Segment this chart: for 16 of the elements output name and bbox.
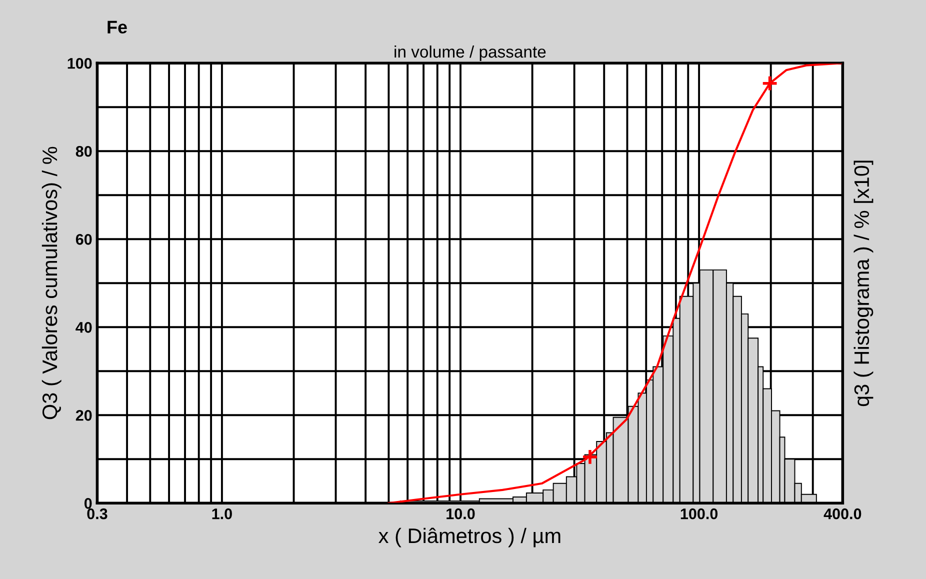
y-axis-title: Q3 ( Valores cumulativos) / % <box>42 146 62 420</box>
y-tick-label: 20 <box>76 410 92 421</box>
y-tick-label: 80 <box>76 146 92 157</box>
x-tick-label: 10.0 <box>446 508 475 520</box>
x-tick-label: 100.0 <box>680 508 718 520</box>
x-tick-label: 400.0 <box>824 508 862 520</box>
chart-title: Fe <box>108 20 127 34</box>
x-tick-label: 1.0 <box>212 508 232 520</box>
y-tick-label: 100 <box>68 58 92 69</box>
x-tick-label: 0.3 <box>87 508 108 520</box>
y-tick-label: 60 <box>76 234 92 245</box>
y2-axis-title: q3 ( Histograma ) / % [x10] <box>854 160 874 406</box>
y-tick-label: 40 <box>76 322 92 333</box>
y-tick-label: 0 <box>84 498 92 509</box>
chart-subtitle: in volume / passante <box>394 45 546 62</box>
x-axis-title: x ( Diâmetros ) / µm <box>378 528 560 548</box>
